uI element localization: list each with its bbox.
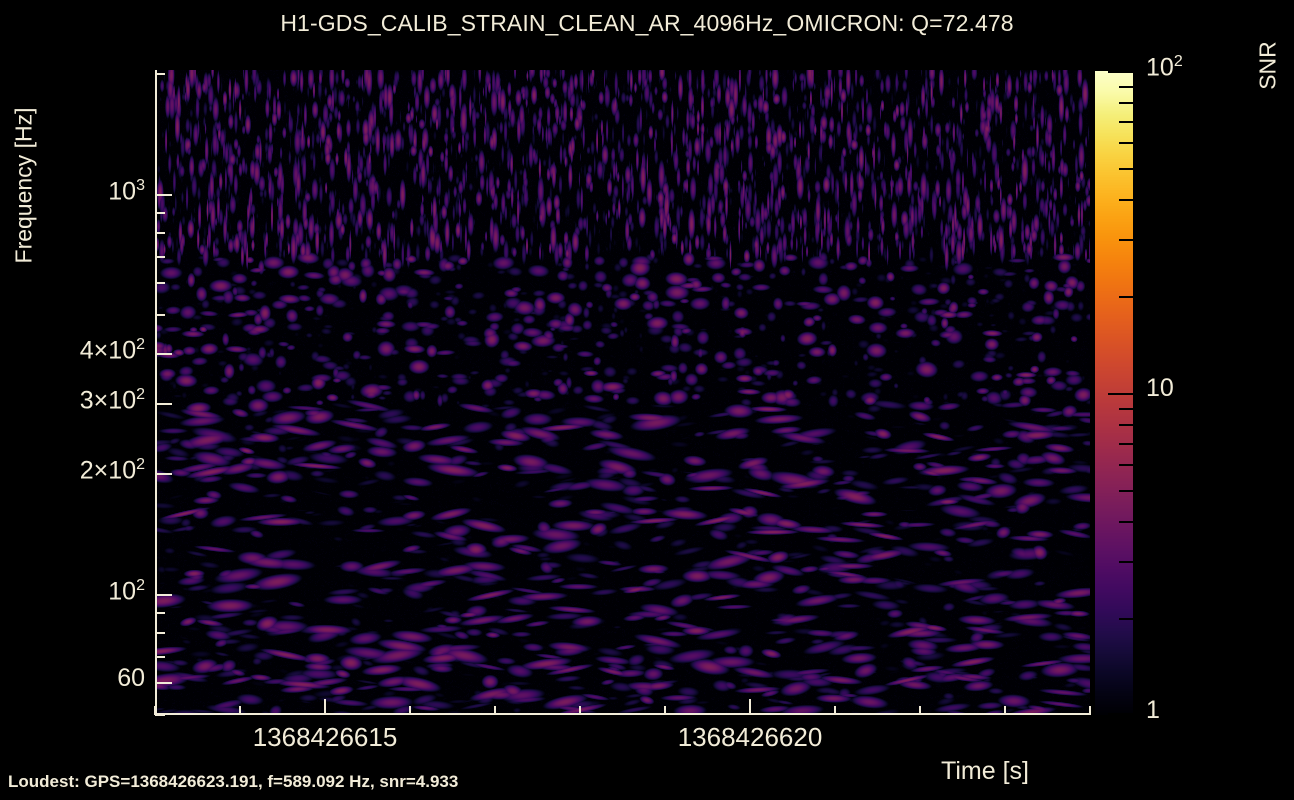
y-tick-mark bbox=[155, 282, 165, 285]
x-tick-mark bbox=[324, 699, 326, 715]
y-tick-label: 2×102 bbox=[79, 456, 145, 485]
colorbar-tick-mark bbox=[1108, 393, 1136, 395]
x-tick-mark bbox=[1089, 706, 1091, 715]
x-tick-mark bbox=[834, 706, 836, 715]
y-tick-label: 102 bbox=[108, 576, 145, 605]
y-tick-label: 103 bbox=[108, 176, 145, 205]
x-tick-mark bbox=[1004, 706, 1006, 715]
spectrogram-canvas bbox=[155, 70, 1090, 715]
colorbar-tick-mark bbox=[1119, 296, 1136, 299]
y-tick-mark bbox=[155, 73, 165, 76]
y-tick-mark bbox=[155, 632, 165, 635]
y-tick-label: 60 bbox=[117, 664, 145, 693]
x-tick-mark bbox=[749, 699, 751, 715]
x-tick-mark bbox=[919, 706, 921, 715]
colorbar-tick-mark bbox=[1119, 120, 1136, 123]
x-tick-label: 1368426620 bbox=[677, 722, 823, 752]
colorbar-tick-mark bbox=[1119, 489, 1136, 492]
colorbar-tick-mark bbox=[1108, 713, 1136, 715]
x-tick-mark bbox=[494, 706, 496, 715]
colorbar-tick-mark bbox=[1119, 239, 1136, 242]
spectrogram-plot-area[interactable] bbox=[155, 70, 1090, 715]
y-tick-mark bbox=[155, 402, 172, 405]
colorbar-tick-mark bbox=[1119, 618, 1136, 621]
y-tick-label: 4×102 bbox=[79, 335, 145, 365]
y-tick-mark bbox=[155, 193, 172, 196]
y-tick-mark bbox=[155, 352, 172, 355]
colorbar-tick-mark bbox=[1119, 407, 1136, 410]
colorbar-tick-mark bbox=[1108, 71, 1136, 73]
colorbar-tick-mark bbox=[1119, 424, 1136, 427]
colorbar-tick-label: 102 bbox=[1146, 53, 1183, 82]
y-tick-mark bbox=[155, 593, 172, 596]
colorbar-tick-label: 1 bbox=[1146, 696, 1160, 724]
y-tick-mark bbox=[155, 211, 165, 214]
colorbar-tick-mark bbox=[1119, 442, 1136, 445]
colorbar-tick-mark bbox=[1119, 464, 1136, 467]
colorbar-tick-label: 10 bbox=[1146, 374, 1174, 402]
colorbar-tick-mark bbox=[1119, 142, 1136, 145]
colorbar-tick-mark bbox=[1119, 521, 1136, 524]
colorbar-tick-mark bbox=[1119, 561, 1136, 564]
page-title: H1-GDS_CALIB_STRAIN_CLEAN_AR_4096Hz_OMIC… bbox=[280, 10, 1014, 36]
y-tick-mark bbox=[155, 714, 165, 716]
loudest-trigger-status: Loudest: GPS=1368426623.191, f=589.092 H… bbox=[8, 772, 459, 791]
colorbar-tick-mark bbox=[1119, 85, 1136, 88]
y-tick-mark bbox=[155, 473, 172, 476]
y-tick-label: 3×102 bbox=[79, 385, 145, 415]
y-tick-mark bbox=[155, 655, 165, 658]
colorbar-label: SNR bbox=[1254, 41, 1281, 90]
y-tick-mark bbox=[155, 611, 165, 614]
x-tick-mark bbox=[409, 706, 411, 715]
x-axis-label: Time [s] bbox=[941, 757, 1029, 785]
colorbar-tick-mark bbox=[1119, 102, 1136, 105]
y-tick-mark bbox=[155, 232, 165, 235]
x-tick-mark bbox=[579, 706, 581, 715]
x-tick-mark bbox=[664, 706, 666, 715]
colorbar-tick-mark bbox=[1119, 167, 1136, 170]
colorbar-tick-mark bbox=[1119, 199, 1136, 202]
y-axis-label: Frequency [Hz] bbox=[10, 107, 37, 264]
x-tick-label: 1368426615 bbox=[252, 722, 398, 752]
x-tick-mark bbox=[154, 706, 156, 715]
y-tick-mark bbox=[155, 313, 165, 316]
y-tick-mark bbox=[155, 682, 172, 685]
x-tick-mark bbox=[239, 706, 241, 715]
y-tick-mark bbox=[155, 255, 165, 258]
